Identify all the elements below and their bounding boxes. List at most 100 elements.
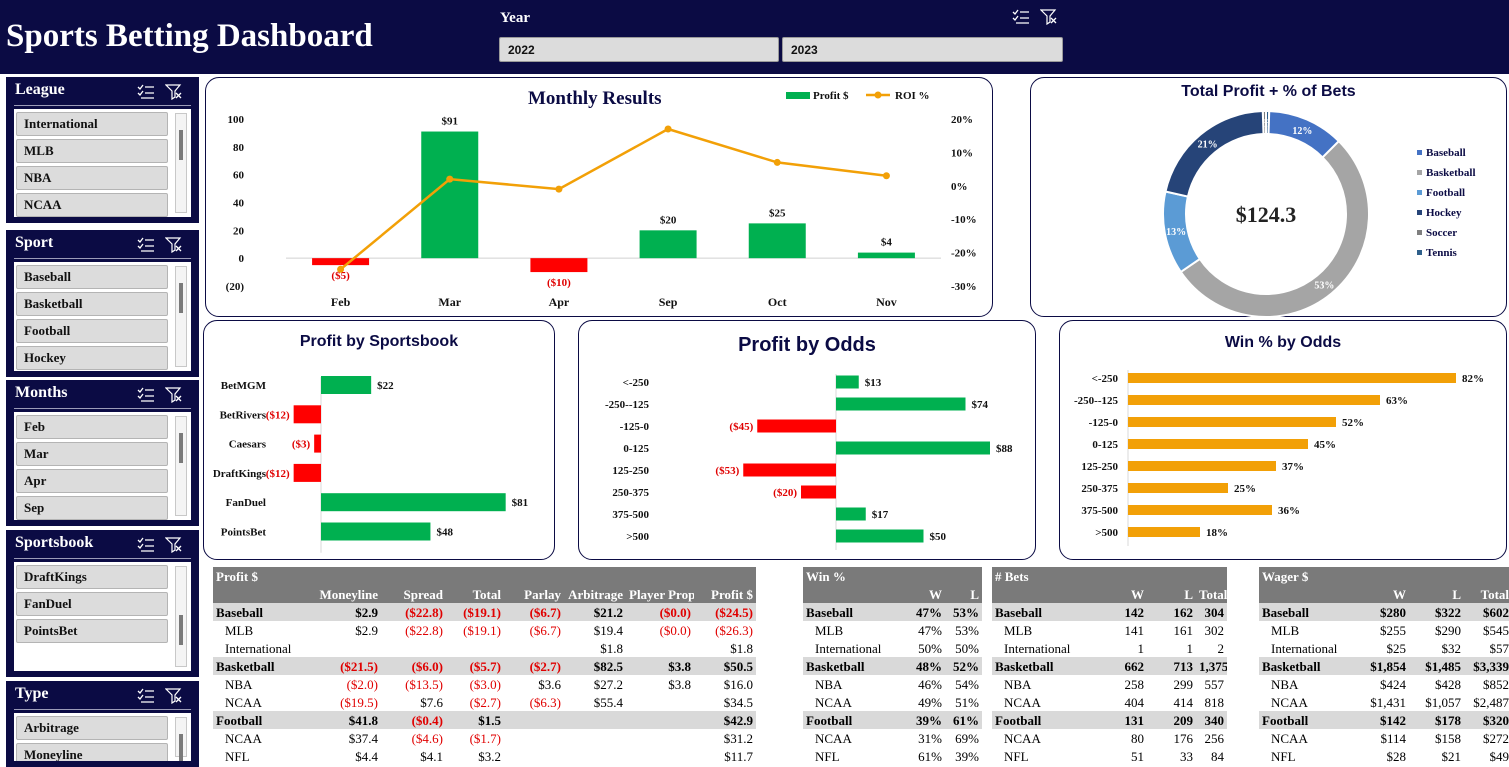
table-cell: 2 bbox=[1217, 640, 1225, 656]
slicer-scroll-thumb[interactable] bbox=[179, 130, 183, 160]
row-label: NFL bbox=[225, 748, 250, 764]
table-cell: 256 bbox=[1204, 730, 1225, 746]
slicer-item-arbitrage[interactable]: Arbitrage bbox=[16, 716, 168, 740]
table-cell: $57 bbox=[1489, 640, 1509, 656]
value-label: ($3) bbox=[292, 439, 311, 451]
slicer-item-mar[interactable]: Mar bbox=[16, 442, 168, 466]
multi-select-icon[interactable] bbox=[137, 84, 155, 100]
multi-select-icon[interactable] bbox=[137, 688, 155, 704]
y2-tick-label: -30% bbox=[951, 281, 977, 293]
table-cell: $3.8 bbox=[626, 657, 694, 675]
table-cell: ($1.7) bbox=[469, 730, 501, 746]
slicer-scroll-thumb[interactable] bbox=[179, 283, 183, 313]
slicer-item-ncaa[interactable]: NCAA bbox=[16, 193, 168, 217]
clear-filter-icon[interactable] bbox=[165, 387, 183, 403]
row-label: NCAA bbox=[1004, 694, 1041, 710]
clear-filter-icon[interactable] bbox=[1040, 9, 1058, 25]
table-cell: 33 bbox=[1180, 748, 1193, 764]
slicer-item-nba[interactable]: NBA bbox=[16, 166, 168, 190]
category-label: FanDuel bbox=[226, 497, 266, 509]
slicer-scroll-thumb[interactable] bbox=[179, 734, 183, 761]
table-cell: $27.2 bbox=[593, 676, 623, 692]
value-label: ($20) bbox=[773, 487, 797, 499]
legend-label-roi: ROI % bbox=[895, 90, 930, 102]
clear-filter-icon[interactable] bbox=[165, 237, 183, 253]
row-label: Football bbox=[213, 711, 308, 729]
clear-filter-icon[interactable] bbox=[165, 537, 183, 553]
table-cell: 61% bbox=[918, 748, 942, 764]
table-row: Baseball 47% 53% bbox=[803, 603, 983, 621]
legend-label-basketball: Basketball bbox=[1426, 167, 1476, 179]
slicer-scrollbar[interactable] bbox=[175, 566, 187, 667]
bar-250-375 bbox=[1128, 483, 1228, 493]
slicer-divider bbox=[14, 105, 191, 106]
slicer-item-moneyline[interactable]: Moneyline bbox=[16, 743, 168, 761]
slicer-scroll-thumb[interactable] bbox=[179, 433, 183, 463]
year-option-2023[interactable]: 2023 bbox=[782, 37, 1063, 62]
multi-select-icon[interactable] bbox=[137, 237, 155, 253]
row-label: NBA bbox=[1004, 676, 1032, 692]
profit-bar bbox=[857, 252, 915, 259]
table-cell: 258 bbox=[1124, 676, 1145, 692]
table-row: NCAA 49% 51% bbox=[803, 693, 982, 711]
clear-filter-icon[interactable] bbox=[165, 688, 183, 704]
profit-data-label: ($5) bbox=[331, 270, 350, 282]
column-header: Total bbox=[1464, 585, 1509, 603]
bar--250-125 bbox=[1128, 395, 1380, 405]
slicer-item-mlb[interactable]: MLB bbox=[16, 139, 168, 163]
slicer-scrollbar[interactable] bbox=[175, 416, 187, 516]
row-label: MLB bbox=[815, 622, 844, 638]
row-label: Football bbox=[992, 711, 1102, 729]
slicer-item-sep[interactable]: Sep bbox=[16, 496, 168, 520]
table-cell: 131 bbox=[1102, 711, 1147, 729]
table-cell: $19.4 bbox=[593, 622, 623, 638]
table-cell: 302 bbox=[1204, 622, 1225, 638]
multi-select-icon[interactable] bbox=[137, 387, 155, 403]
slicer-item-feb[interactable]: Feb bbox=[16, 415, 168, 439]
table-cell: ($26.3) bbox=[715, 622, 753, 638]
total-profit-title: Total Profit + % of Bets bbox=[1181, 83, 1356, 100]
table-cell: $852 bbox=[1483, 676, 1509, 692]
table-cell: ($0.4) bbox=[381, 711, 446, 729]
y-tick-label: 20 bbox=[233, 225, 245, 237]
slicer-item-hockey[interactable]: Hockey bbox=[16, 346, 168, 370]
bar-caesars bbox=[314, 434, 321, 453]
win-pct-by-odds-chart: <-250 82% -250--125 63% -125-0 52% 0-125 45% 125… bbox=[1074, 370, 1484, 546]
clear-filter-icon[interactable] bbox=[165, 84, 183, 100]
year-slicer: Year 2022 2023 bbox=[494, 4, 1068, 66]
table-cell: $1,057 bbox=[1425, 694, 1461, 710]
table-cell: 46% bbox=[918, 676, 942, 692]
slicer-sport: Sport Baseball Basketball Football Hockey bbox=[6, 230, 199, 377]
profit-by-sportsbook-panel: Profit by Sportsbook BetMGM $22 BetRivers(… bbox=[203, 320, 555, 560]
value-label: $74 bbox=[972, 399, 989, 411]
value-label: $17 bbox=[872, 509, 889, 521]
multi-select-icon[interactable] bbox=[1012, 9, 1030, 25]
profit-bar bbox=[639, 230, 697, 259]
table-cell: 47% bbox=[908, 603, 945, 621]
profit-data-label: $91 bbox=[442, 116, 459, 128]
slicer-item-international[interactable]: International bbox=[16, 112, 168, 136]
multi-select-icon[interactable] bbox=[137, 537, 155, 553]
profit-data-label: $25 bbox=[769, 207, 786, 219]
slicer-item-basketball[interactable]: Basketball bbox=[16, 292, 168, 316]
slicer-item-draftkings[interactable]: DraftKings bbox=[16, 565, 168, 589]
slicer-item-fanduel[interactable]: FanDuel bbox=[16, 592, 168, 616]
table-cell: 54% bbox=[955, 676, 980, 692]
slicer-icons-type bbox=[137, 688, 183, 704]
year-option-2022[interactable]: 2022 bbox=[499, 37, 779, 62]
slicer-item-football[interactable]: Football bbox=[16, 319, 168, 343]
slicer-item-pointsbet[interactable]: PointsBet bbox=[16, 619, 168, 643]
table-cell: ($22.8) bbox=[381, 603, 446, 621]
slicer-scrollbar[interactable] bbox=[175, 717, 187, 761]
slicer-scrollbar[interactable] bbox=[175, 266, 187, 367]
table-cell: $25 bbox=[1386, 640, 1407, 656]
table-row: Football 39% 61% bbox=[803, 711, 983, 729]
slicer-scrollbar[interactable] bbox=[175, 113, 187, 213]
slicer-item-baseball[interactable]: Baseball bbox=[16, 265, 168, 289]
slicer-item-apr[interactable]: Apr bbox=[16, 469, 168, 493]
slicer-scroll-thumb[interactable] bbox=[179, 615, 183, 645]
row-label: International bbox=[1271, 640, 1338, 656]
table-cell: $602 bbox=[1464, 603, 1509, 621]
table-cell: 80 bbox=[1131, 730, 1144, 746]
legend-label-baseball: Baseball bbox=[1426, 147, 1466, 159]
